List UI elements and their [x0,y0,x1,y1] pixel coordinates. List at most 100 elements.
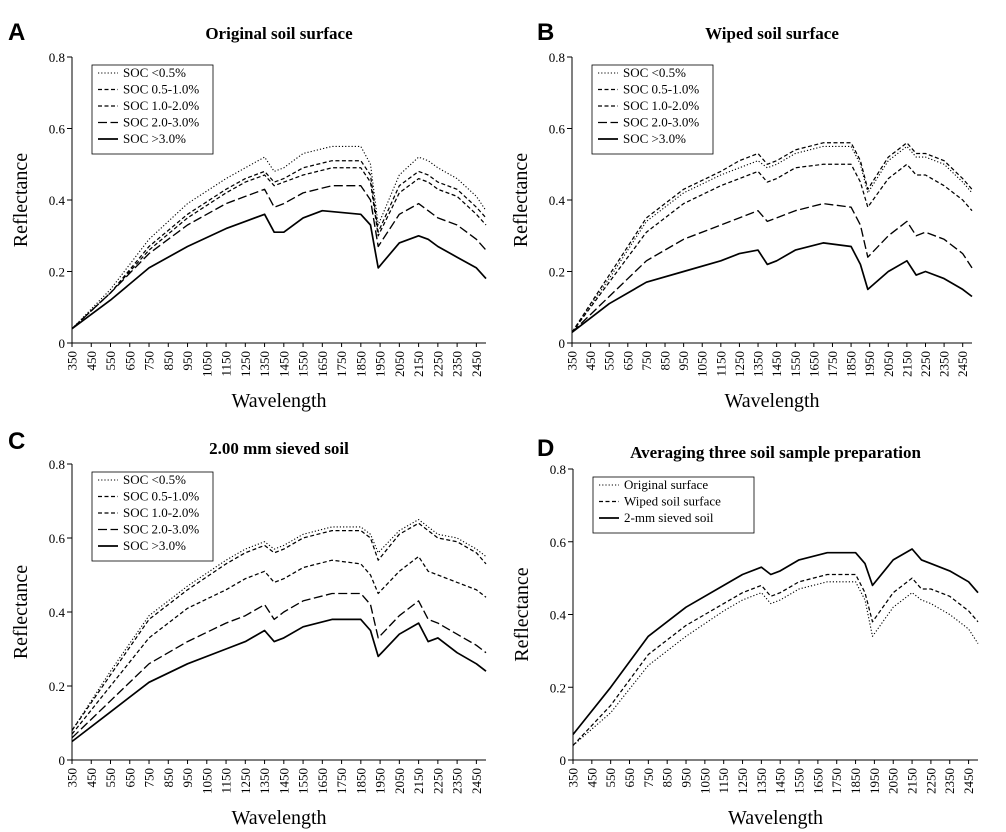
y-tick-label: 0.2 [49,679,65,694]
x-tick-label: 1650 [315,768,330,794]
series-line-2 [71,522,487,731]
x-tick-label: 1150 [716,768,731,794]
x-tick-label: 1750 [334,351,349,377]
x-tick-label: 850 [658,351,673,371]
y-tick-label: 0.2 [550,680,566,695]
x-tick-label: 1850 [353,351,368,377]
x-tick-label: 2050 [392,768,407,794]
y-tick-label: 0.8 [550,462,566,477]
x-tick-label: 750 [142,351,157,371]
legend-label: SOC >3.0% [623,131,686,146]
x-tick-label: 350 [565,351,580,371]
series-line-2 [572,573,979,746]
x-tick-label: 1450 [773,768,788,794]
y-tick-label: 0.4 [49,193,66,208]
x-tick-label: 750 [142,768,157,788]
chart-panel-c: C 2.00 mm sieved soil 0 0.2 0.4 0.6 0.8 350 450 5… [8,428,487,829]
y-tick-label: 0.8 [549,50,565,65]
y-tick-label: 0.6 [550,535,567,550]
panel-letter: B [537,19,554,46]
x-tick-label: 1950 [862,351,877,377]
chart-title: Original soil surface [205,24,353,43]
x-tick-label: 1850 [844,351,859,377]
legend-label: SOC <0.5% [623,65,686,80]
x-tick-label: 550 [602,351,617,371]
x-tick-label: 1450 [276,768,291,794]
x-tick-label: 1550 [788,351,803,377]
x-tick-label: 1650 [810,768,825,794]
y-tick-label: 0.2 [549,265,565,280]
legend-label: SOC 1.0-2.0% [123,98,199,113]
x-tick-label: 2450 [469,768,484,794]
x-tick-label: 1550 [792,768,807,794]
x-tick-label: 750 [641,768,656,788]
x-tick-label: 350 [566,768,581,788]
y-tick-label: 0.2 [49,265,65,280]
y-axis-label: Reflectance [10,565,32,659]
x-tick-label: 2150 [899,351,914,377]
x-tick-label: 1250 [238,351,253,377]
x-tick-label: 1850 [848,768,863,794]
x-tick-label: 2350 [942,768,957,794]
x-tick-label: 1050 [199,351,214,377]
x-tick-label: 850 [660,768,675,788]
x-tick-label: 1450 [276,351,291,377]
x-axis-label: Wavelength [231,390,326,412]
x-tick-label: 2250 [923,768,938,794]
series-line-3 [71,167,487,330]
x-tick-label: 1050 [199,768,214,794]
legend-label: Wiped soil surface [624,494,721,509]
series-line-3 [571,163,973,333]
x-tick-label: 2050 [886,768,901,794]
series-line-5 [71,209,487,330]
x-tick-label: 1350 [754,768,769,794]
series-line-2 [571,142,973,333]
x-tick-label: 650 [620,351,635,371]
y-tick-label: 0.6 [549,122,566,137]
legend-box [592,476,755,534]
x-tick-label: 950 [679,768,694,788]
x-tick-label: 2050 [881,351,896,377]
x-tick-label: 2250 [918,351,933,377]
x-tick-label: 650 [122,768,137,788]
chart-title: Wiped soil surface [705,24,839,43]
x-tick-label: 950 [676,351,691,371]
x-tick-label: 550 [103,351,118,371]
x-tick-label: 1550 [296,351,311,377]
x-axis-label: Wavelength [231,807,326,829]
x-tick-label: 850 [161,351,176,371]
legend-label: SOC 2.0-3.0% [123,115,199,130]
x-tick-label: 1750 [829,768,844,794]
x-tick-label: 850 [161,768,176,788]
x-axis-label: Wavelength [728,807,823,829]
x-tick-label: 2250 [430,351,445,377]
series-line-5 [71,618,487,743]
y-tick-label: 0 [59,336,66,351]
x-tick-label: 1150 [219,768,234,794]
series-line-1 [71,145,487,330]
legend-label: SOC <0.5% [123,65,186,80]
chart-title: Averaging three soil sample preparation [630,443,921,462]
x-axis-label: Wavelength [724,390,819,412]
x-tick-label: 550 [103,768,118,788]
legend-label: SOC 0.5-1.0% [123,82,199,97]
x-tick-label: 350 [65,768,80,788]
series-line-1 [71,518,487,731]
x-tick-label: 450 [84,351,99,371]
x-tick-label: 2050 [392,351,407,377]
x-tick-label: 2150 [411,351,426,377]
x-tick-label: 1150 [219,351,234,377]
x-tick-label: 1950 [867,768,882,794]
x-tick-label: 2150 [411,768,426,794]
legend-label: SOC 0.5-1.0% [123,489,199,504]
legend-label: SOC >3.0% [123,131,186,146]
x-tick-label: 950 [180,351,195,371]
x-tick-label: 1950 [373,768,388,794]
legend: SOC <0.5% SOC 0.5-1.0%SOC 1.0-2.0% SOC 2.0… [91,471,214,562]
series-line-3 [572,548,979,736]
x-tick-label: 2150 [905,768,920,794]
x-tick-label: 1550 [296,768,311,794]
series-line-2 [71,160,487,330]
